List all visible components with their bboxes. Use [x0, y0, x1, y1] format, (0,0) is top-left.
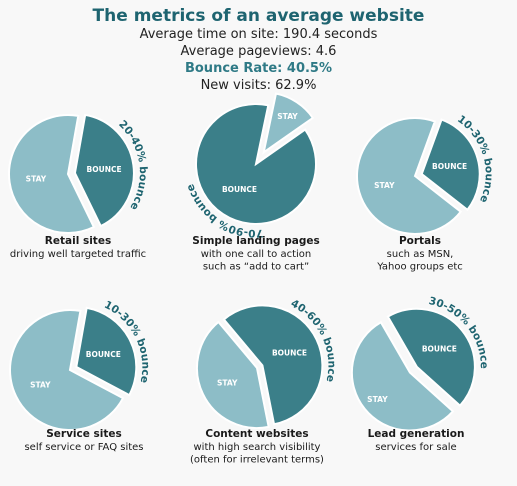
- bounce-slice-label: BOUNCE: [432, 162, 467, 171]
- stay-slice: [350, 320, 455, 432]
- chart-caption-subtitle: Yahoo groups etc: [376, 262, 463, 273]
- bounce-slice: [386, 307, 476, 408]
- chart-caption-title: Lead generation: [368, 428, 465, 440]
- bounce-slice: [222, 304, 324, 426]
- avg-time-line: Average time on site: 190.4 seconds: [139, 27, 378, 42]
- new-visits-line: New visits: 62.9%: [200, 78, 317, 93]
- header: The metrics of an average website Averag…: [0, 6, 517, 94]
- bounce-slice: [75, 306, 138, 397]
- chart-caption-title: Simple landing pages: [192, 235, 319, 247]
- page-title: The metrics of an average website: [92, 6, 425, 26]
- chart-caption-subtitle: with high search visibility: [194, 442, 321, 453]
- chart-caption-title: Content websites: [205, 428, 308, 440]
- bounce-slice-label: BOUNCE: [272, 348, 307, 357]
- bounce-rate-line: Bounce Rate: 40.5%: [184, 61, 333, 76]
- stay-slice: [356, 117, 463, 235]
- stay-slice-label: STAY: [30, 381, 51, 390]
- stay-slice: [8, 114, 96, 234]
- bounce-slice-label: BOUNCE: [422, 345, 457, 354]
- stay-slice: [196, 320, 270, 429]
- chart-caption-title: Retail sites: [45, 235, 111, 247]
- bounce-slice: [195, 103, 317, 225]
- chart-caption-title: Service sites: [46, 428, 122, 440]
- chart-caption-subtitle: (often for irrelevant terms): [190, 455, 324, 466]
- stay-slice-label: STAY: [217, 378, 238, 387]
- stay-slice-label: STAY: [26, 175, 47, 184]
- chart-caption-subtitle: such as “add to cart”: [203, 262, 309, 273]
- chart-caption-subtitle: self service or FAQ sites: [24, 442, 143, 453]
- chart-caption-subtitle: such as MSN,: [387, 249, 454, 260]
- bounce-slice: [420, 118, 481, 212]
- avg-pageviews-line: Average pageviews: 4.6: [180, 44, 337, 59]
- bounce-slice-label: BOUNCE: [87, 165, 122, 174]
- stay-slice-label: STAY: [277, 112, 298, 121]
- chart-caption-subtitle: driving well targeted traffic: [10, 249, 146, 260]
- stay-slice: [262, 92, 315, 155]
- stay-slice: [9, 309, 125, 431]
- chart-caption-subtitle: services for sale: [375, 442, 456, 453]
- bounce-slice: [73, 113, 135, 228]
- bounce-slice-label: BOUNCE: [86, 350, 121, 359]
- bounce-slice-label: BOUNCE: [222, 185, 257, 194]
- chart-caption-subtitle: with one call to action: [201, 249, 312, 260]
- stay-slice-label: STAY: [367, 395, 388, 404]
- stay-slice-label: STAY: [374, 181, 395, 190]
- chart-caption-title: Portals: [399, 235, 441, 247]
